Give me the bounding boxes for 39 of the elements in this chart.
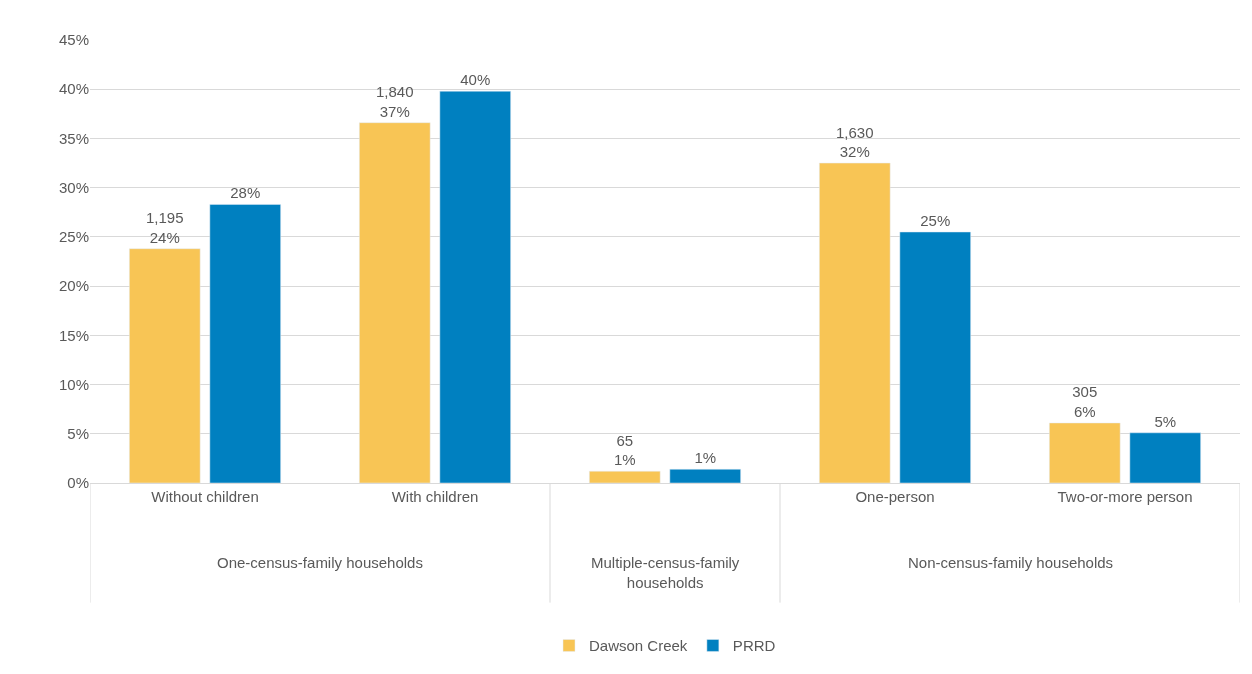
legend-label: PRRD xyxy=(732,637,776,655)
y-tick-label: 30% xyxy=(58,178,89,196)
bar xyxy=(359,122,431,483)
data-label: 1,840 37% xyxy=(375,83,414,120)
bar xyxy=(669,468,741,483)
y-tick-label: 10% xyxy=(58,375,89,393)
x-tick-label: One-person xyxy=(855,488,935,505)
y-tick-label: 20% xyxy=(58,277,89,295)
data-label: 1% xyxy=(694,449,717,467)
x-tick-label: Without children xyxy=(151,488,259,505)
y-tick-label: 45% xyxy=(58,31,89,49)
bar xyxy=(589,470,661,483)
data-label: 28% xyxy=(230,184,261,202)
x-tick-label: Two-or-more person xyxy=(1057,488,1193,505)
y-tick-label: 15% xyxy=(58,326,89,344)
y-tick-label: 5% xyxy=(67,425,89,443)
legend-label: Dawson Creek xyxy=(589,637,688,655)
data-label: 305 6% xyxy=(1072,383,1098,420)
y-tick-label: 40% xyxy=(58,80,89,98)
bar xyxy=(129,248,201,483)
bar xyxy=(1129,432,1201,483)
data-label: 40% xyxy=(460,71,491,89)
text: Multiple-census-family households xyxy=(591,554,740,591)
data-label: 1,630 32% xyxy=(835,123,874,161)
data-label: 1,195 24% xyxy=(145,209,184,246)
bar xyxy=(819,162,891,483)
bar xyxy=(209,204,281,483)
data-label: 25% xyxy=(920,211,951,229)
y-tick-label: 25% xyxy=(58,228,89,246)
text: One-census-family households xyxy=(217,554,423,571)
data-label: 5% xyxy=(1154,412,1177,430)
text: Non-census-family households xyxy=(908,554,1114,571)
bar xyxy=(1049,422,1121,483)
y-tick-label: 35% xyxy=(58,129,89,147)
x-tick-label: With children xyxy=(391,488,479,505)
data-label: 65 1% xyxy=(613,431,636,469)
y-tick-label: 0% xyxy=(67,474,89,492)
bar xyxy=(899,231,971,483)
bar xyxy=(439,90,511,483)
